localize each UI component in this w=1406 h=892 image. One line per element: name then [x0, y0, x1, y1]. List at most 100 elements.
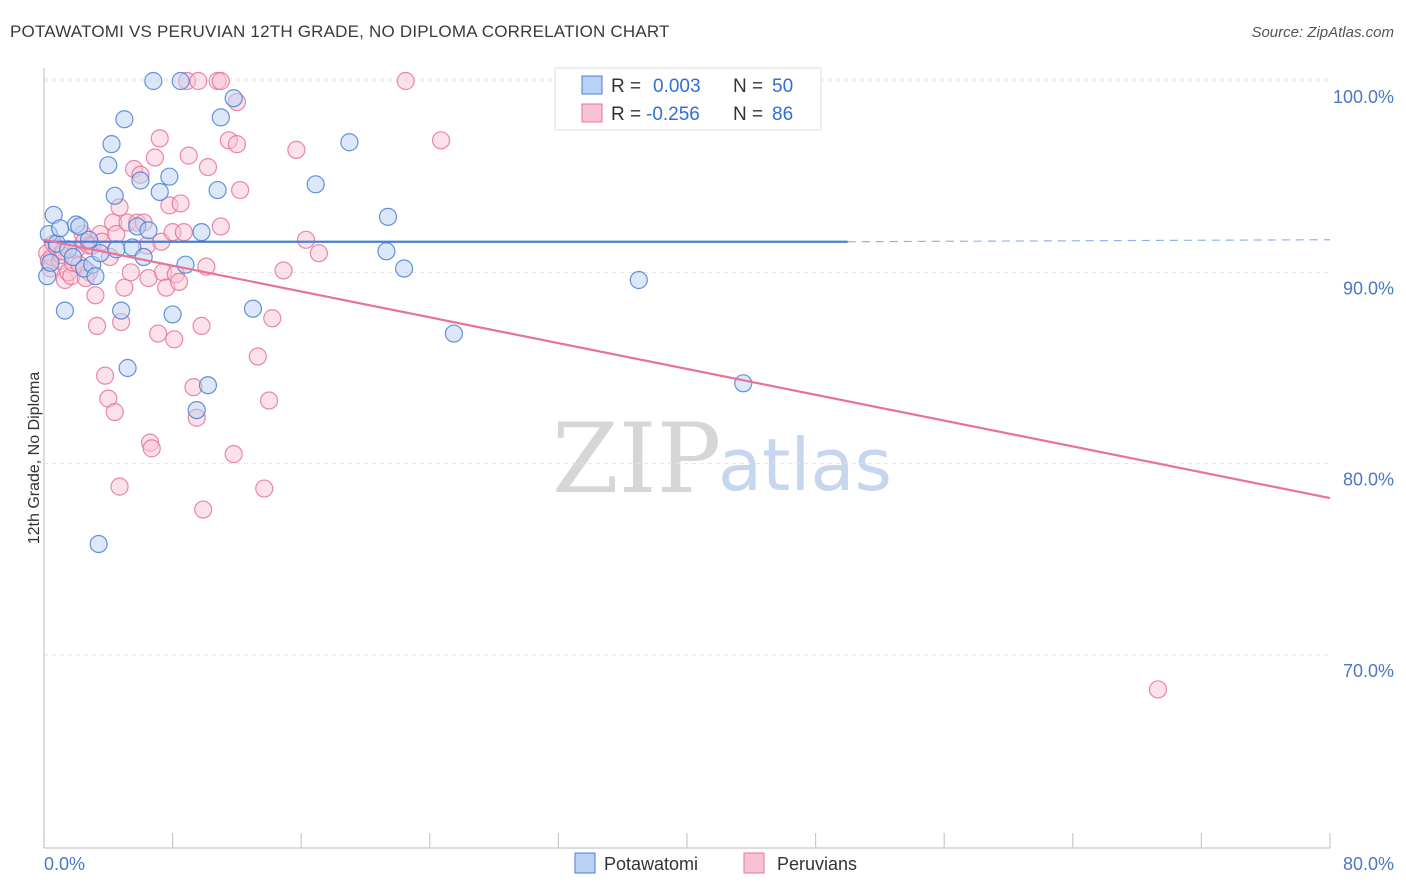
- legend-swatch-pink: [581, 103, 603, 123]
- peruvians-point: [189, 71, 208, 91]
- peruvians-point: [309, 244, 328, 263]
- peruvians-point: [171, 194, 190, 213]
- potawatomi-point: [70, 217, 89, 236]
- potawatomi-point: [131, 171, 150, 190]
- legend-n-value-1: 50: [772, 76, 793, 97]
- y-tick-label-1: 90.0%: [1343, 278, 1394, 298]
- legend-n-label-1: N =: [733, 76, 763, 97]
- potawatomi-trend-extension: [847, 239, 1331, 243]
- potawatomi-point: [163, 305, 182, 324]
- peruvians-point: [224, 445, 243, 464]
- peruvians-point: [115, 278, 134, 297]
- potawatomi-point: [734, 374, 753, 393]
- peruvians-point: [227, 135, 246, 154]
- potawatomi-point: [50, 219, 70, 238]
- potawatomi-point: [340, 133, 359, 152]
- peruvians-point: [174, 223, 193, 242]
- potawatomi-point: [112, 301, 131, 320]
- legend-swatch-blue: [581, 75, 603, 95]
- potawatomi-point: [243, 299, 263, 318]
- series-swatch-peruvians: [743, 852, 765, 874]
- peruvians-point: [110, 477, 129, 496]
- potawatomi-point: [139, 221, 158, 240]
- potawatomi-point: [198, 376, 218, 395]
- peruvians-point: [431, 131, 451, 150]
- peruvians-point: [95, 366, 115, 385]
- potawatomi-point: [377, 242, 396, 261]
- potawatomi-point: [171, 71, 190, 91]
- potawatomi-point: [99, 156, 118, 175]
- peruvians-point: [169, 272, 189, 291]
- peruvians-point: [165, 330, 184, 349]
- peruvians-point: [211, 71, 230, 91]
- series-legend: Potawatomi Peruvians: [574, 852, 857, 874]
- potawatomi-point: [55, 301, 74, 320]
- peruvians-point: [194, 500, 213, 519]
- peruvians-point: [231, 180, 250, 200]
- potawatomi-point: [160, 167, 179, 186]
- peruvians-point: [1148, 680, 1168, 699]
- potawatomi-point: [306, 175, 325, 194]
- potawatomi-point: [192, 223, 211, 242]
- potawatomi-point: [150, 182, 169, 202]
- potawatomi-point: [102, 135, 121, 154]
- x-tick-label-max: 80.0%: [1343, 854, 1394, 874]
- chart-title: POTAWATOMI VS PERUVIAN 12TH GRADE, NO DI…: [10, 22, 670, 41]
- peruvians-point: [121, 263, 140, 282]
- peruvians-point: [263, 309, 282, 328]
- potawatomi-point: [629, 270, 648, 290]
- gridlines: [44, 78, 1330, 656]
- legend-r-value-2: -0.256: [646, 104, 700, 125]
- source-label: Source: ZipAtlas.com: [1251, 24, 1394, 41]
- potawatomi-point: [224, 89, 243, 108]
- watermark-atlas: atlas: [718, 423, 892, 507]
- potawatomi-point: [41, 253, 60, 272]
- peruvians-point: [105, 402, 124, 422]
- peruvians-point: [198, 158, 218, 177]
- peruvians-point: [259, 391, 279, 410]
- potawatomi-point: [134, 247, 153, 267]
- peruvians-point: [142, 439, 161, 458]
- potawatomi-point: [378, 207, 398, 226]
- peruvians-point: [150, 129, 169, 148]
- peruvians-point: [179, 146, 198, 165]
- potawatomi-point: [144, 71, 163, 91]
- y-axis-label: 12th Grade, No Diploma: [26, 372, 43, 545]
- y-tick-label-3: 70.0%: [1343, 661, 1394, 681]
- potawatomi-point: [187, 400, 206, 420]
- series-label-potawatomi: Potawatomi: [604, 854, 698, 874]
- potawatomi-point: [394, 259, 414, 278]
- peruvians-point: [149, 324, 168, 343]
- peruvians-point: [287, 140, 306, 159]
- y-tick-label-2: 80.0%: [1343, 470, 1394, 490]
- legend-n-label-2: N =: [733, 104, 763, 125]
- legend-r-value-1: 0.003: [653, 76, 701, 97]
- potawatomi-point: [63, 247, 83, 267]
- x-axis-ticks: [43, 833, 1331, 848]
- potawatomi-point: [79, 230, 99, 249]
- potawatomi-point: [208, 180, 227, 200]
- legend-n-value-2: 86: [772, 104, 793, 125]
- peruvians-trend-line: [43, 238, 1331, 500]
- potawatomi-point: [89, 534, 108, 554]
- potawatomi-point: [211, 108, 230, 127]
- peruvians-point: [192, 316, 211, 336]
- y-tick-label-0: 100.0%: [1333, 87, 1394, 107]
- peruvians-point: [274, 261, 293, 280]
- potawatomi-point: [105, 186, 124, 205]
- potawatomi-point: [444, 324, 464, 343]
- potawatomi-point: [176, 255, 195, 274]
- potawatomi-point: [118, 358, 137, 378]
- y-tick-labels: 100.0% 90.0% 80.0% 70.0%: [1333, 87, 1394, 681]
- series-label-peruvians: Peruvians: [777, 854, 857, 874]
- peruvians-point: [87, 316, 107, 336]
- stats-legend: R = 0.003 N = 50 R = -0.256 N = 86: [554, 67, 822, 131]
- potawatomi-point: [86, 267, 105, 286]
- x-tick-label-min: 0.0%: [44, 854, 85, 874]
- peruvians-point: [145, 148, 165, 167]
- series-swatch-potawatomi: [574, 852, 596, 874]
- peruvians-point: [248, 347, 267, 366]
- peruvians-point: [86, 286, 105, 305]
- peruvians-point: [211, 217, 230, 236]
- trend-lines: [43, 238, 1331, 500]
